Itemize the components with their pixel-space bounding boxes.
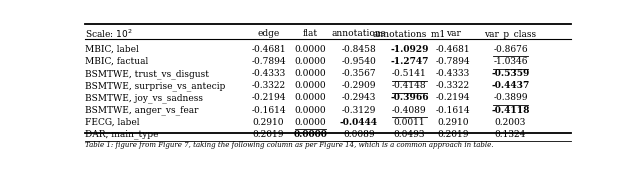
Text: -0.3567: -0.3567	[341, 69, 376, 78]
Text: -0.4089: -0.4089	[392, 106, 427, 115]
Text: -0.3322: -0.3322	[436, 81, 470, 90]
Text: 0.0000: 0.0000	[294, 130, 328, 139]
Text: -0.4681: -0.4681	[436, 45, 470, 54]
Text: 0.0000: 0.0000	[295, 45, 326, 54]
Text: 0.0000: 0.0000	[295, 93, 326, 102]
Text: 0.0493: 0.0493	[394, 130, 425, 139]
Text: -0.0444: -0.0444	[340, 118, 378, 127]
Text: 0.2003: 0.2003	[495, 118, 526, 127]
Text: MBIC, label: MBIC, label	[85, 45, 139, 54]
Text: -1.2747: -1.2747	[390, 57, 429, 66]
Text: -0.3322: -0.3322	[252, 81, 285, 90]
Text: -0.1614: -0.1614	[251, 106, 286, 115]
Text: 0.0011: 0.0011	[394, 118, 425, 127]
Text: -0.8676: -0.8676	[493, 45, 528, 54]
Text: 0.0089: 0.0089	[343, 130, 374, 139]
Text: 0.2910: 0.2910	[437, 118, 468, 127]
Text: BSMTWE, trust_vs_disgust: BSMTWE, trust_vs_disgust	[85, 69, 209, 79]
Text: -0.2194: -0.2194	[436, 93, 470, 102]
Text: -0.1614: -0.1614	[436, 106, 470, 115]
Text: annotations_m1: annotations_m1	[372, 29, 446, 39]
Text: edge: edge	[257, 29, 280, 38]
Text: -1.0929: -1.0929	[390, 45, 429, 54]
Text: -0.4148: -0.4148	[392, 81, 427, 90]
Text: -0.8458: -0.8458	[341, 45, 376, 54]
Text: BSMTWE, anger_vs_fear: BSMTWE, anger_vs_fear	[85, 105, 198, 115]
Text: Scale: $10^2$: Scale: $10^2$	[85, 28, 132, 40]
Text: -0.3966: -0.3966	[390, 93, 429, 102]
Text: 0.0000: 0.0000	[295, 57, 326, 66]
Text: -1.0346: -1.0346	[493, 57, 528, 66]
Text: FECG, label: FECG, label	[85, 118, 140, 127]
Text: -0.5141: -0.5141	[392, 69, 427, 78]
Text: var: var	[445, 29, 460, 38]
Text: flat: flat	[303, 29, 318, 38]
Text: -0.2909: -0.2909	[342, 81, 376, 90]
Text: 0.2910: 0.2910	[253, 118, 284, 127]
Text: BSMTWE, joy_vs_sadness: BSMTWE, joy_vs_sadness	[85, 93, 203, 103]
Text: var_p_class: var_p_class	[484, 29, 536, 39]
Text: 0.0000: 0.0000	[295, 118, 326, 127]
Text: 0.2019: 0.2019	[253, 130, 284, 139]
Text: DAR, main_type: DAR, main_type	[85, 129, 159, 139]
Text: BSMTWE, surprise_vs_antecip: BSMTWE, surprise_vs_antecip	[85, 81, 225, 91]
Text: MBIC, factual: MBIC, factual	[85, 57, 148, 66]
Text: 0.0000: 0.0000	[295, 81, 326, 90]
Text: -0.5359: -0.5359	[492, 69, 530, 78]
Text: 0.0000: 0.0000	[295, 106, 326, 115]
Text: -0.2194: -0.2194	[252, 93, 285, 102]
Text: 0.2019: 0.2019	[437, 130, 468, 139]
Text: -0.7894: -0.7894	[251, 57, 286, 66]
Text: -0.4681: -0.4681	[251, 45, 286, 54]
Text: annotations: annotations	[332, 29, 386, 38]
Text: -0.9540: -0.9540	[341, 57, 376, 66]
Text: 0.0000: 0.0000	[295, 69, 326, 78]
Text: -0.3899: -0.3899	[493, 93, 528, 102]
Text: -0.2943: -0.2943	[342, 93, 376, 102]
Text: -0.4118: -0.4118	[492, 106, 530, 115]
Text: -0.4333: -0.4333	[252, 69, 285, 78]
Text: 0.1324: 0.1324	[495, 130, 526, 139]
Text: -0.7894: -0.7894	[436, 57, 470, 66]
Text: Table 1: figure from Figure 7, taking the following column as per Figure 14, whi: Table 1: figure from Figure 7, taking th…	[85, 141, 493, 149]
Text: -0.4333: -0.4333	[436, 69, 470, 78]
Text: -0.3129: -0.3129	[342, 106, 376, 115]
Text: -0.4437: -0.4437	[492, 81, 530, 90]
